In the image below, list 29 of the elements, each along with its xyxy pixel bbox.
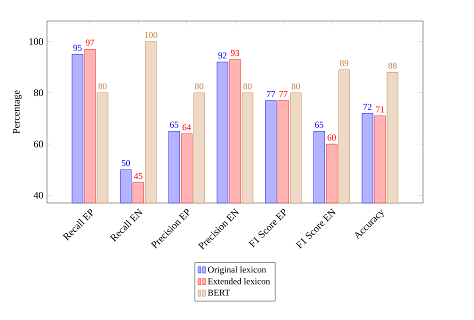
- data-label: 77: [279, 91, 288, 97]
- data-label: 71: [376, 106, 384, 112]
- y-tick-label: 40: [34, 192, 44, 199]
- data-label: 80: [98, 83, 107, 90]
- data-label: 64: [182, 124, 192, 130]
- data-label: 89: [340, 60, 348, 66]
- y-tick-label: 60: [34, 140, 44, 148]
- data-label: 80: [195, 83, 204, 90]
- legend-label: Original lexicon: [208, 266, 266, 274]
- data-label: 72: [364, 104, 372, 110]
- data-label: 50: [122, 160, 130, 166]
- data-label: 100: [144, 32, 158, 38]
- data-label: 80: [243, 83, 252, 90]
- data-label: 88: [388, 62, 397, 69]
- data-label: 93: [230, 50, 240, 56]
- legend-label: Extended lexicon: [208, 278, 270, 284]
- data-label: 65: [170, 122, 178, 128]
- data-label: 97: [86, 40, 94, 46]
- y-tick-label: 100: [29, 38, 44, 45]
- data-label: 45: [134, 172, 142, 179]
- y-tick-label: 80: [34, 89, 44, 96]
- data-label: 60: [328, 134, 336, 141]
- data-label: 95: [73, 44, 82, 51]
- data-label: 80: [292, 83, 300, 90]
- y-axis-title: Percentage: [13, 90, 22, 134]
- data-label: 92: [218, 52, 226, 58]
- data-label: 77: [266, 91, 276, 97]
- data-label: 65: [315, 122, 324, 128]
- legend-label: BERT: [208, 290, 230, 296]
